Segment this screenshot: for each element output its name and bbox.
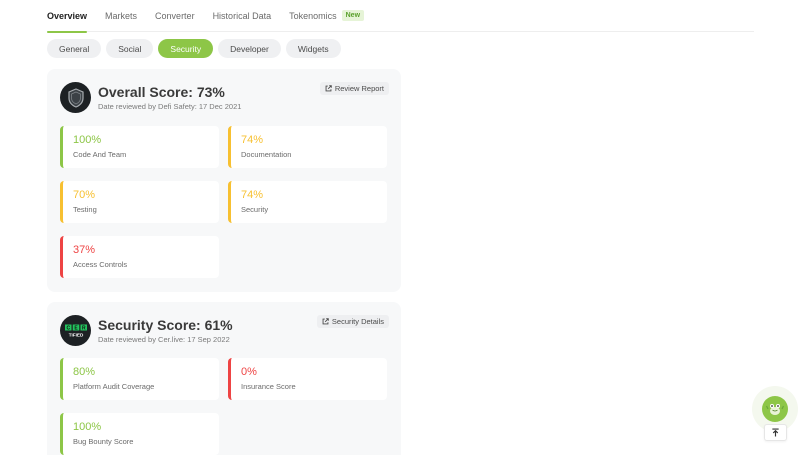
tab-label: Tokenomics xyxy=(289,10,337,21)
external-link-icon xyxy=(322,318,329,325)
metric-value: 37% xyxy=(73,244,96,256)
defi-safety-logo xyxy=(60,82,91,113)
metric-label: Insurance Score xyxy=(241,382,296,391)
security-score-title: Security Score: 61% xyxy=(98,317,233,333)
metric-value: 100% xyxy=(73,134,102,146)
tab-label: Converter xyxy=(155,10,195,21)
metric-card-testing: 70% Testing xyxy=(60,181,219,223)
svg-text:TIFIED: TIFIED xyxy=(68,332,83,337)
overall-score-header: Overall Score: 73% Date reviewed by Defi… xyxy=(47,69,401,125)
security-details-label: Security Details xyxy=(331,317,384,326)
metric-value: 70% xyxy=(73,189,96,201)
security-details-button[interactable]: Security Details xyxy=(316,315,389,328)
gecko-mascot-icon xyxy=(762,396,788,422)
tab-converter[interactable]: Converter xyxy=(155,0,195,32)
metric-card-access-controls: 37% Access Controls xyxy=(60,236,219,278)
metric-card-documentation: 74% Documentation xyxy=(228,126,387,168)
arrow-up-to-top-icon xyxy=(772,428,779,437)
overall-score-title: Overall Score: 73% xyxy=(98,84,225,100)
svg-text:E: E xyxy=(74,325,78,331)
certik-certified-icon: C E R TIFIED xyxy=(64,324,87,337)
metric-label: Bug Bounty Score xyxy=(73,437,134,446)
svg-text:R: R xyxy=(81,325,85,331)
metric-label: Security xyxy=(241,205,269,214)
metric-value: 80% xyxy=(73,366,96,378)
scroll-to-top-button[interactable] xyxy=(764,424,787,441)
metric-value: 0% xyxy=(241,366,257,378)
overall-review-date: Date reviewed by Defi Safety: 17 Dec 202… xyxy=(98,102,242,111)
tab-overview[interactable]: Overview xyxy=(47,0,88,33)
tab-markets[interactable]: Markets xyxy=(105,0,137,32)
metric-label: Documentation xyxy=(241,150,292,159)
subtab-security[interactable]: Security xyxy=(158,39,214,58)
metric-label: Code And Team xyxy=(73,150,127,159)
subtab-social[interactable]: Social xyxy=(106,39,154,58)
metric-card-security: 74% Security xyxy=(228,181,387,223)
security-score-header: C E R TIFIED Security Score: 61% Date re… xyxy=(47,302,401,358)
security-review-date: Date reviewed by Cer.live: 17 Sep 2022 xyxy=(98,335,230,344)
metric-value: 100% xyxy=(73,421,102,433)
tab-historical-data[interactable]: Historical Data xyxy=(213,0,272,32)
metric-card-platform-audit-coverage: 80% Platform Audit Coverage xyxy=(60,358,219,400)
metric-label: Platform Audit Coverage xyxy=(73,382,155,391)
overall-score-panel: Overall Score: 73% Date reviewed by Defi… xyxy=(47,69,401,292)
overall-metrics-grid: 100% Code And Team 74% Documentation 70%… xyxy=(60,126,387,278)
svg-text:C: C xyxy=(66,325,70,331)
subtab-developer[interactable]: Developer xyxy=(218,39,281,58)
metric-label: Testing xyxy=(73,205,97,214)
metric-card-insurance-score: 0% Insurance Score xyxy=(228,358,387,400)
tab-tokenomics[interactable]: Tokenomics New xyxy=(289,0,365,32)
metric-card-code-and-team: 100% Code And Team xyxy=(60,126,219,168)
security-metrics-grid: 80% Platform Audit Coverage 0% Insurance… xyxy=(60,358,387,455)
new-badge: New xyxy=(341,10,365,21)
metric-label: Access Controls xyxy=(73,260,128,269)
review-report-label: Review Report xyxy=(334,84,384,93)
tab-label: Overview xyxy=(47,10,88,21)
external-link-icon xyxy=(325,85,332,92)
certified-logo: C E R TIFIED xyxy=(60,315,91,346)
shield-icon xyxy=(67,87,84,108)
metric-value: 74% xyxy=(241,134,264,146)
subtab-general[interactable]: General xyxy=(47,39,102,58)
tab-label: Historical Data xyxy=(212,10,272,21)
review-report-button[interactable]: Review Report xyxy=(319,82,389,95)
metric-value: 74% xyxy=(241,189,264,201)
subtab-widgets[interactable]: Widgets xyxy=(285,39,341,58)
main-tabs: Overview Markets Converter Historical Da… xyxy=(47,0,754,33)
tab-label: Markets xyxy=(105,10,138,21)
security-score-panel: C E R TIFIED Security Score: 61% Date re… xyxy=(47,302,401,455)
metric-card-bug-bounty-score: 100% Bug Bounty Score xyxy=(60,413,219,455)
sub-tabs: General Social Security Developer Widget… xyxy=(47,39,341,58)
